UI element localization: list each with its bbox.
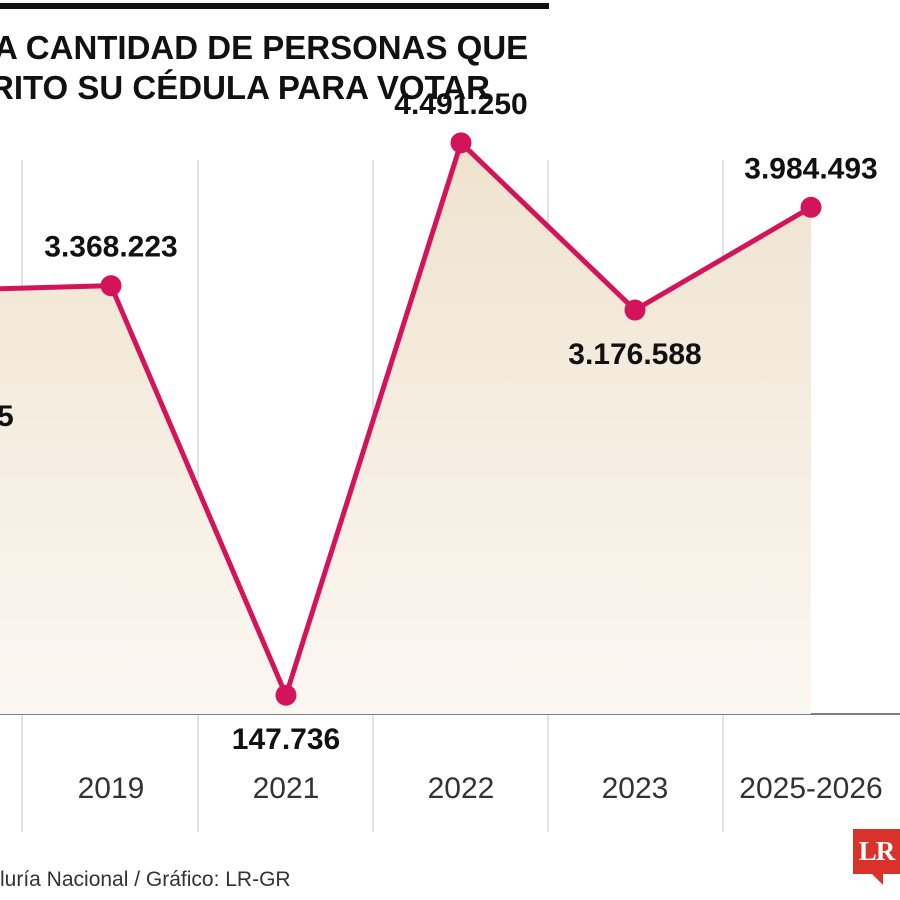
title-line-2: RITO SU CÉDULA PARA VOTAR — [0, 69, 490, 106]
x-tick-label-2025-2026: 2025-2026 — [739, 772, 882, 805]
lr-logo-text: LR — [858, 836, 896, 866]
data-point-2021 — [275, 684, 297, 706]
data-point-2025-2026 — [800, 196, 822, 218]
title-rule — [0, 3, 549, 9]
x-tick-label-2019: 2019 — [78, 772, 145, 805]
chart-title: A CANTIDAD DE PERSONAS QUE RITO SU CÉDUL… — [0, 28, 528, 108]
data-point-2023 — [624, 299, 646, 321]
data-label-2023: 3.176.588 — [568, 338, 701, 371]
x-tick-label-2022: 2022 — [428, 772, 495, 805]
data-label-2025-2026: 3.984.493 — [744, 152, 877, 185]
x-tick-label-2023: 2023 — [602, 772, 669, 805]
lr-logo: LR — [853, 829, 900, 885]
data-label-partial: 5 — [0, 400, 14, 433]
title-line-1: A CANTIDAD DE PERSONAS QUE — [0, 29, 529, 66]
area-fill — [0, 142, 811, 714]
source-note: luría Nacional / Gráfico: LR-GR — [0, 868, 291, 891]
data-point-2019 — [100, 275, 122, 297]
x-tick-label-2021: 2021 — [253, 772, 320, 805]
series-line — [0, 140, 813, 698]
data-label-2021: 147.736 — [232, 723, 340, 756]
data-label-2019: 3.368.223 — [44, 231, 177, 264]
data-label-2022: 4.491.250 — [394, 88, 527, 121]
data-point-2022 — [450, 132, 472, 154]
